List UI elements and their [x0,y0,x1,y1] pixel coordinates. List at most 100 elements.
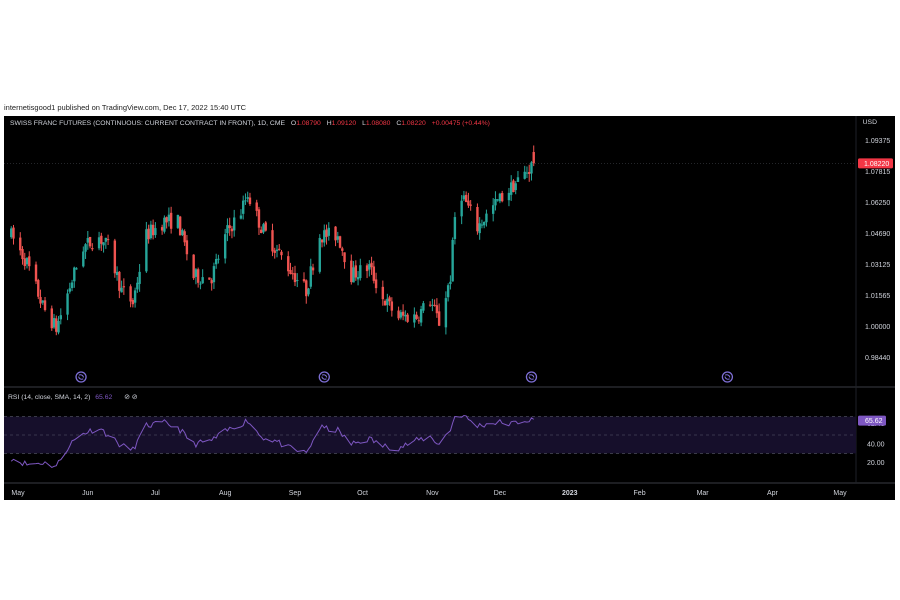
candle-body [464,194,468,203]
candle-body [413,314,416,323]
candle-body [232,217,236,231]
candle-body [289,270,292,274]
candle-body [257,209,261,228]
candle-body [482,221,486,226]
time-tick-label: Nov [426,490,439,497]
time-tick-label: Sep [289,490,302,497]
candle-body [165,217,168,223]
candle-body [75,268,78,270]
candle-body [397,310,400,319]
rsi-visibility-icon[interactable]: ⊘ ⊘ [124,394,138,401]
candle-body [320,239,324,243]
candle-body [181,230,184,235]
candle-body [359,265,362,279]
candle-body [478,223,481,234]
candle-body [437,311,441,326]
dividend-event-glyph [321,374,328,380]
candle-body [264,222,267,231]
candle-body [372,266,376,281]
time-tick-label: Aug [219,490,232,497]
candle-body [201,277,204,284]
candle-body [43,300,47,311]
candle-body [122,286,126,288]
candle-body [334,226,337,241]
price-tick-label: 1.01565 [865,293,890,300]
close-key: C [396,120,402,127]
candle-body [446,285,450,298]
time-tick-label: Mar [697,490,710,497]
candle-body [28,256,31,267]
candle-body [275,249,279,252]
price-tick-label: 1.00000 [865,324,890,331]
candle-body [102,242,105,246]
time-tick-label: Oct [357,490,368,497]
candle-body [417,320,421,322]
time-tick-label: May [11,490,25,497]
candle-body [381,286,385,300]
candle-body [449,281,452,285]
price-tick-label: 1.03125 [865,262,890,269]
candle-body [365,265,369,272]
candle-body [435,305,439,314]
rsi-line [10,414,534,468]
candle-body [169,212,173,229]
high-key: H [326,120,332,127]
candle-body [246,197,249,199]
candle-body [467,200,470,206]
candle-body [370,262,373,268]
candle-body [287,256,290,272]
candle-body [138,271,141,284]
candle-body [39,297,42,304]
candle-body [433,304,436,306]
published-attribution: internetisgood1 published on TradingView… [4,103,247,112]
candle-body [278,248,281,250]
candle-body [10,228,13,238]
candle-body [230,228,234,232]
candle-body [311,267,315,271]
dividend-event-icon [721,371,734,383]
close-value: 1.08220 [401,120,426,127]
candle-body [460,200,463,217]
candle-body [212,266,216,283]
candle-body [194,269,198,277]
candle-body [106,239,110,241]
candle-body [516,177,520,182]
candle-body [296,279,299,281]
candlestick-series [10,145,535,336]
symbol-legend: SWISS FRANC FUTURES (CONTINUOUS: CURRENT… [10,120,490,127]
candle-body [262,224,265,233]
candle-body [532,152,535,164]
candle-body [151,224,155,236]
currency-label: USD [862,119,877,126]
candle-body [309,266,312,287]
candle-body [325,229,328,237]
candle-body [388,297,391,302]
candle-body [154,228,157,235]
chart-canvas[interactable]: 1.09375 1.07815 1.06250 1.04690 1.03125 1.015… [4,116,895,500]
candle-body [383,300,387,306]
symbol-title: SWISS FRANC FUTURES (CONTINUOUS: CURRENT… [10,120,286,127]
rsi-legend[interactable]: RSI (14, close, SMA, 14, 2) 65.62 ⊘ ⊘ [8,393,137,401]
candle-body [133,290,137,303]
chart-frame[interactable]: 1.09375 1.07815 1.06250 1.04690 1.03125 1.015… [4,116,895,500]
candle-body [530,162,533,174]
candle-body [512,180,515,193]
candle-body [336,236,339,240]
candle-body [196,269,200,283]
candle-body [374,279,378,289]
candle-body [70,282,74,289]
candle-body [431,304,434,306]
candle-body [167,214,171,222]
time-tick-label: 2023 [562,490,578,497]
candle-body [131,299,135,305]
candle-body [485,213,488,223]
candle-body [248,197,252,205]
last-price-label: 1.08220 [864,161,889,168]
time-tick-label: May [833,490,847,497]
candle-body [514,183,517,191]
price-tick-label: 1.04690 [865,231,890,238]
candle-body [100,235,103,244]
candle-body [242,200,245,214]
candle-body [41,300,44,303]
low-key: L [362,120,366,127]
